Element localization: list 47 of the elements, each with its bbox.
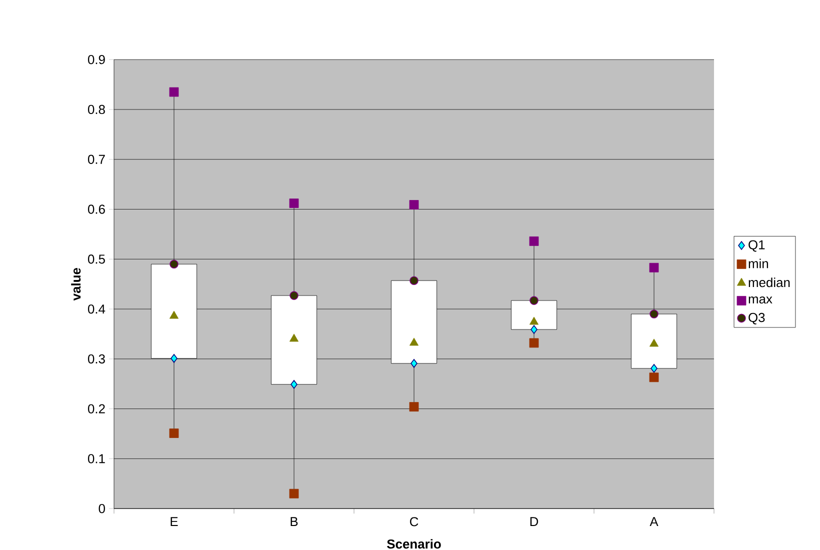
point xyxy=(289,488,299,498)
legend-label: Q1 xyxy=(748,240,765,252)
y-tick-label: 0.8 xyxy=(88,104,105,114)
legend-label: median xyxy=(748,278,790,288)
point xyxy=(289,334,299,342)
y-tick-label: 0.5 xyxy=(88,254,105,264)
x-tick-label: B xyxy=(290,517,298,526)
x-tick-label: E xyxy=(170,517,178,526)
point xyxy=(169,310,179,319)
point xyxy=(529,236,539,246)
legend-label: max xyxy=(748,296,772,304)
point xyxy=(530,296,538,305)
point xyxy=(409,200,419,210)
point xyxy=(410,276,418,285)
legend-label: Q3 xyxy=(748,312,765,324)
point xyxy=(649,372,659,382)
y-tick-label: 0.2 xyxy=(88,404,105,414)
point xyxy=(169,428,179,438)
point xyxy=(529,338,539,348)
legend-label: min xyxy=(748,258,768,268)
point xyxy=(530,325,538,334)
point xyxy=(529,316,539,325)
y-tick-label: 0.4 xyxy=(88,304,106,314)
x-axis-title: Scenario xyxy=(387,539,441,549)
point xyxy=(170,354,178,363)
y-tick-label: 0.9 xyxy=(88,55,105,64)
point xyxy=(410,359,418,368)
point xyxy=(170,260,178,269)
point xyxy=(169,87,179,97)
point xyxy=(650,310,658,318)
point xyxy=(650,364,658,373)
point xyxy=(649,262,659,272)
y-axis-title: value xyxy=(71,268,81,301)
point xyxy=(289,198,299,208)
x-tick-label: D xyxy=(530,517,538,526)
x-tick-label: A xyxy=(650,517,658,526)
x-tick-label: C xyxy=(410,517,418,526)
y-tick-label: 0.1 xyxy=(88,454,105,464)
point xyxy=(649,338,659,347)
y-tick-label: 0.7 xyxy=(88,154,105,164)
point xyxy=(409,338,419,346)
point xyxy=(409,402,419,412)
y-tick-label: 0.6 xyxy=(88,204,105,214)
y-tick-label: 0 xyxy=(98,504,105,514)
point xyxy=(290,380,298,389)
y-tick-label: 0.3 xyxy=(88,354,105,364)
point xyxy=(290,291,298,300)
